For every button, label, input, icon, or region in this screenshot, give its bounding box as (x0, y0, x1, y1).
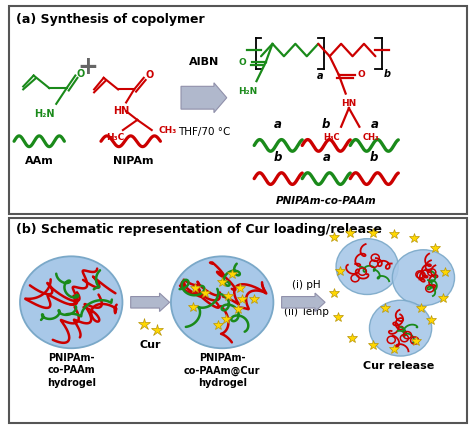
Text: O: O (357, 70, 365, 79)
Text: b: b (370, 151, 378, 164)
FancyArrow shape (181, 83, 227, 113)
Circle shape (171, 256, 273, 348)
Text: hydrogel: hydrogel (47, 378, 96, 388)
Text: O: O (76, 69, 84, 79)
Text: hydrogel: hydrogel (198, 378, 246, 388)
Text: Cur release: Cur release (363, 361, 434, 371)
Text: (ii) Temp: (ii) Temp (284, 307, 329, 317)
Text: AAm: AAm (25, 156, 54, 166)
Text: a: a (370, 118, 378, 131)
Text: b: b (274, 151, 283, 164)
Text: H₃C: H₃C (106, 133, 124, 142)
Text: H₃C: H₃C (324, 133, 340, 142)
Text: O: O (146, 70, 154, 80)
Circle shape (392, 250, 455, 305)
Text: THF/70 °C: THF/70 °C (178, 127, 230, 137)
Text: b: b (322, 118, 330, 131)
Circle shape (336, 238, 398, 295)
Text: a: a (317, 71, 323, 81)
Text: PNIPAm-: PNIPAm- (48, 353, 94, 363)
Text: H₂N: H₂N (237, 87, 257, 96)
Text: AIBN: AIBN (189, 57, 219, 67)
Text: a: a (274, 118, 282, 131)
Text: NIPAm: NIPAm (113, 156, 153, 166)
Text: a: a (322, 151, 330, 164)
Text: co-PAAm: co-PAAm (47, 365, 95, 375)
Circle shape (20, 256, 122, 348)
Text: HN: HN (341, 98, 356, 108)
Text: b: b (383, 69, 391, 79)
Text: (i) pH: (i) pH (292, 280, 321, 289)
Text: CH₃: CH₃ (158, 126, 176, 134)
Text: HN: HN (113, 106, 129, 116)
Text: (b) Schematic representation of Cur loading/release: (b) Schematic representation of Cur load… (16, 223, 383, 236)
Text: PNIPAm-: PNIPAm- (199, 353, 246, 363)
FancyArrow shape (282, 293, 325, 311)
Text: O: O (239, 58, 246, 67)
Text: +: + (78, 54, 99, 79)
Circle shape (369, 300, 432, 356)
FancyArrow shape (131, 293, 170, 311)
Text: PNIPAm-co-PAAm: PNIPAm-co-PAAm (276, 197, 376, 206)
Text: (a) Synthesis of copolymer: (a) Synthesis of copolymer (16, 13, 205, 25)
Text: co-PAAm@Cur: co-PAAm@Cur (184, 365, 260, 376)
Text: H₂N: H₂N (34, 108, 55, 119)
Text: Cur: Cur (140, 340, 161, 350)
Text: CH₃: CH₃ (363, 133, 379, 142)
